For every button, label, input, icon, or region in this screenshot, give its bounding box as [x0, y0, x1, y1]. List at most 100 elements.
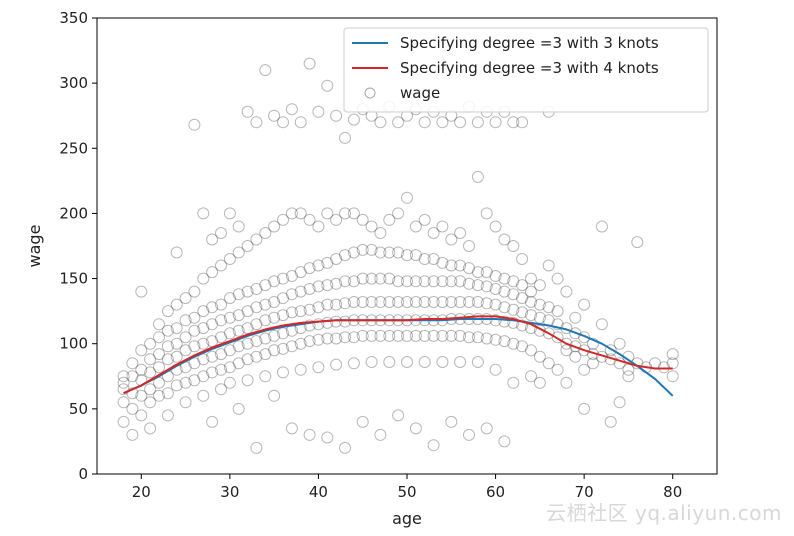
scatter-point: [533, 298, 546, 311]
scatter-point: [463, 428, 475, 441]
y-tick-label: 50: [69, 400, 88, 418]
x-axis: 20 30 40 50 60 70 80: [132, 474, 682, 501]
scatter-point: [170, 337, 183, 350]
scatter-point: [188, 285, 201, 298]
scatter-point: [215, 298, 227, 311]
scatter-point: [498, 301, 511, 314]
scatter-point: [339, 441, 351, 454]
scatter-point: [471, 170, 484, 183]
scatter-point: [374, 246, 387, 259]
scatter-point: [206, 266, 219, 279]
scatter-point: [259, 370, 272, 383]
scatter-point: [418, 275, 431, 288]
scatter-point: [223, 311, 236, 324]
scatter-point: [507, 288, 520, 301]
y-axis: 0 50 100 150 200 250 300 350: [59, 9, 97, 483]
scatter-point: [215, 331, 227, 344]
scatter-point: [463, 240, 475, 252]
y-tick-label: 200: [59, 204, 88, 222]
scatter-point: [153, 348, 165, 361]
scatter-point: [330, 109, 343, 122]
legend-box: [343, 27, 709, 113]
scatter-point: [347, 296, 360, 308]
scatter-point: [489, 283, 502, 295]
x-tick-label: 80: [663, 483, 682, 501]
scatter-point: [551, 331, 564, 344]
scatter-point: [480, 297, 493, 310]
scatter-point: [551, 272, 564, 285]
scatter-point: [330, 298, 343, 311]
scatter-point: [480, 266, 493, 279]
scatter-point: [427, 275, 440, 288]
scatter-point: [383, 213, 396, 226]
scatter-point: [418, 213, 431, 226]
scatter-point: [170, 298, 183, 311]
scatter-point: [215, 259, 227, 272]
scatter-point: [347, 275, 360, 288]
scatter-point: [454, 296, 467, 308]
scatter-point: [294, 207, 307, 220]
scatter-point: [259, 314, 272, 327]
scatter-point: [427, 253, 440, 265]
scatter-point: [285, 103, 298, 116]
scatter-point: [206, 318, 219, 331]
scatter-point: [409, 296, 422, 308]
scatter-point: [330, 253, 343, 265]
scatter-point: [277, 292, 289, 305]
scatter-point: [241, 105, 254, 118]
scatter-point: [365, 220, 378, 233]
scatter-point: [551, 305, 564, 318]
scatter-point: [117, 396, 130, 409]
scatter-point: [622, 370, 635, 383]
scatter-point: [135, 409, 148, 422]
scatter-point: [489, 333, 502, 346]
scatter-point: [232, 340, 245, 353]
scatter-point: [445, 329, 458, 342]
scatter-point: [232, 324, 245, 337]
scatter-point: [516, 292, 529, 305]
scatter-point: [516, 116, 529, 129]
scatter-point: [303, 283, 316, 295]
y-tick-label: 100: [59, 335, 88, 353]
scatter-point: [392, 246, 405, 259]
scatter-point: [285, 422, 298, 435]
watermark: 云栖社区 yq.aliyun.com: [546, 501, 782, 525]
scatter-point: [215, 383, 227, 396]
scatter-point: [330, 277, 343, 290]
scatter-point: [489, 363, 502, 376]
scatter-point: [294, 266, 307, 279]
scatter-point: [179, 376, 192, 389]
scatter-point: [312, 105, 325, 118]
scatter-point: [401, 191, 413, 204]
scatter-point: [312, 361, 325, 374]
x-tick-label: 20: [132, 483, 151, 501]
scatter-point: [463, 331, 475, 344]
scatter-point: [144, 337, 157, 350]
scatter-point: [454, 356, 467, 368]
scatter-point: [365, 329, 378, 342]
scatter-point: [223, 327, 236, 340]
scatter-point: [392, 275, 405, 288]
scatter-point: [223, 344, 236, 357]
scatter-point: [303, 213, 316, 226]
scatter-point: [153, 389, 165, 402]
line-layer: [123, 315, 674, 397]
scatter-point: [153, 331, 165, 344]
scatter-point: [480, 422, 493, 435]
scatter-point: [409, 329, 422, 342]
scatter-point: [516, 340, 529, 353]
scatter-point: [197, 389, 210, 402]
scatter-point: [161, 387, 174, 400]
scatter-point: [392, 409, 405, 422]
scatter-point: [339, 315, 351, 328]
scatter-point: [215, 227, 227, 239]
scatter-point: [454, 275, 467, 288]
scatter-point: [330, 332, 343, 345]
scatter-point: [206, 415, 219, 428]
scatter-point: [188, 340, 201, 353]
scatter-point: [188, 118, 201, 131]
scatter-point: [268, 311, 281, 324]
scatter-point: [197, 370, 210, 383]
scatter-point: [471, 116, 484, 129]
scatter-point: [436, 356, 449, 368]
